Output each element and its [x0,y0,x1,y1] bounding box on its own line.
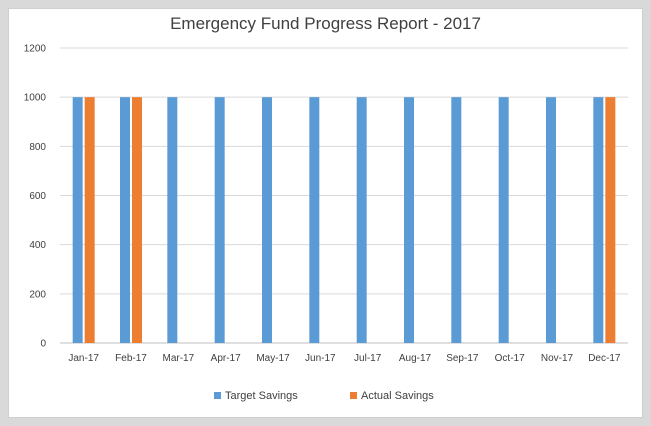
bar-target-savings [262,97,272,344]
bar-target-savings [309,97,320,344]
bar-target-savings [167,97,178,344]
bars [72,97,616,344]
bar-target-savings [451,97,462,344]
legend-label: Target Savings [225,390,298,402]
y-tick-label: 400 [29,240,46,251]
x-tick-label: Jul-17 [354,353,382,364]
chart-frame [8,8,643,418]
bar-actual-savings [132,97,142,344]
bar-actual-savings [605,97,616,344]
bar-actual-savings [84,97,95,344]
gridlines [60,47,628,344]
x-tick-label: Nov-17 [541,353,574,364]
x-tick-label: Sep-17 [446,353,479,364]
x-tick-label: Jun-17 [305,353,336,364]
x-tick-label: Jan-17 [68,353,99,364]
x-tick-label: Feb-17 [115,353,147,364]
bar-target-savings [72,97,83,344]
x-tick-label: Apr-17 [211,353,241,364]
x-tick-label: May-17 [256,353,290,364]
y-tick-label: 1000 [24,93,47,104]
x-tick-label: Oct-17 [495,353,525,364]
x-axis-tick-labels: Jan-17 Feb-17 Mar-17 Apr-17 May-17 Jun-17 Jul-… [68,353,621,364]
y-tick-label: 1200 [24,44,47,55]
bar-target-savings [214,97,225,344]
bar-target-savings [404,97,414,344]
y-tick-label: 0 [40,339,46,350]
x-tick-label: Dec-17 [588,353,621,364]
legend-swatch [214,392,221,399]
x-tick-label: Aug-17 [399,353,432,364]
bar-target-savings [356,97,367,344]
legend: Target Savings Actual Savings [214,390,434,402]
bar-target-savings [593,97,604,344]
bar-target-savings [546,97,556,344]
bar-target-savings [120,97,130,344]
chart-title: Emergency Fund Progress Report - 2017 [170,14,481,33]
y-tick-label: 600 [29,191,46,202]
y-tick-label: 800 [29,142,46,153]
legend-swatch [350,392,357,399]
y-tick-label: 200 [29,289,46,300]
y-axis-tick-labels: 0 200 400 600 800 1000 1200 [24,44,47,350]
legend-label: Actual Savings [361,390,434,402]
bar-target-savings [498,97,509,344]
x-tick-label: Mar-17 [162,353,194,364]
